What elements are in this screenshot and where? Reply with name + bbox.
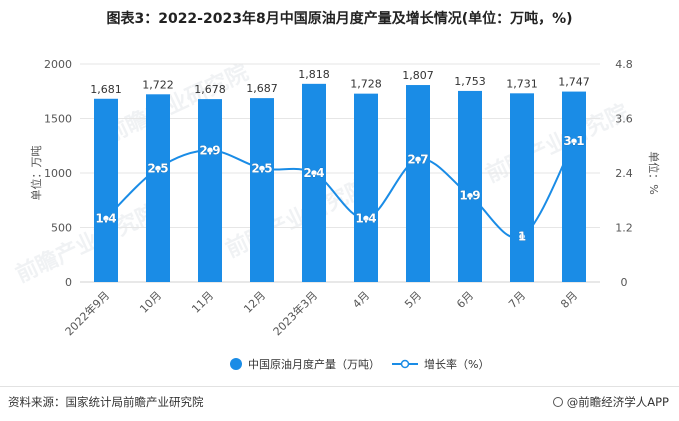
brand-icon (552, 397, 563, 407)
line-point (309, 168, 319, 178)
legend: 中国原油月度产量（万吨） 增长率（%） (230, 357, 489, 371)
line-value-label: 2.4 (303, 166, 324, 180)
bar (250, 98, 274, 282)
bar (406, 85, 430, 282)
brand-label: @前瞻经济学人APP (566, 395, 669, 409)
x-tick-label: 7月 (506, 289, 528, 311)
line-point (205, 146, 215, 155)
y-right-tick-label: 4.8 (615, 58, 633, 71)
y-right-tick-label: 1.2 (615, 222, 633, 235)
bar (146, 94, 170, 282)
watermark-text: 前瞻产业研究院 (12, 199, 163, 288)
bar-value-label: 1,687 (246, 82, 278, 95)
x-tick-label: 2023年3月 (270, 288, 320, 338)
watermark-text: 前瞻产业研究院 (482, 99, 633, 188)
watermark-text: 前瞻产业研究院 (222, 174, 373, 263)
y-left-tick-label: 1000 (44, 167, 72, 180)
growth-line (105, 140, 575, 239)
bar-value-label: 1,753 (454, 75, 486, 88)
line-point (569, 136, 579, 146)
y-left-tick-label: 0 (65, 276, 72, 289)
bar-value-label: 1,807 (402, 69, 434, 82)
line-point (465, 191, 475, 200)
bar (458, 90, 482, 282)
line-value-label: 1.4 (95, 211, 116, 225)
bar-value-label: 1,678 (194, 83, 226, 96)
line-value-label: 2.5 (147, 161, 168, 175)
line-point (413, 155, 423, 164)
bar (302, 83, 326, 282)
bar-value-label: 1,818 (298, 68, 330, 81)
bar-value-label: 1,728 (350, 78, 382, 91)
x-tick-label: 8月 (558, 289, 580, 311)
brand-credit: @前瞻经济学人APP (552, 394, 669, 410)
line-point (257, 164, 267, 173)
y-right-axis-title: 单位：% (647, 151, 661, 194)
bar-value-label: 1,731 (506, 77, 538, 90)
bar (94, 98, 118, 282)
x-tick-label: 10月 (137, 289, 164, 316)
y-right-tick-label: 3.6 (615, 113, 633, 126)
line-value-label: 3.1 (563, 134, 584, 148)
line-value-label: 1 (518, 230, 526, 244)
x-tick-label: 2022年9月 (62, 288, 112, 338)
y-left-tick-label: 1500 (44, 113, 72, 126)
line-value-label: 1.4 (355, 211, 376, 225)
line-point (517, 232, 527, 241)
y-left-axis-title: 单位：万吨 (29, 146, 43, 201)
bar (510, 93, 534, 282)
y-left-tick-label: 2000 (44, 58, 72, 71)
bar (354, 93, 378, 282)
legend-line-label: 增长率（%） (424, 357, 489, 371)
legend-bar-marker (230, 358, 242, 370)
footer-divider (0, 386, 679, 387)
bar-value-label: 1,681 (90, 83, 122, 96)
source-note: 资料来源：国家统计局前瞻产业研究院 (8, 395, 204, 409)
legend-line-dot (400, 359, 410, 369)
line-value-label: 2.7 (407, 152, 428, 166)
watermark-text: 前瞻产业研究院 (102, 59, 253, 148)
chart-title: 图表3：2022-2023年8月中国原油月度产量及增长情况(单位：万吨，%) (106, 11, 573, 27)
legend-bar-label: 中国原油月度产量（万吨） (248, 357, 380, 371)
bar (198, 99, 222, 283)
line-point (101, 214, 111, 223)
x-tick-label: 11月 (189, 289, 216, 316)
line-point (153, 164, 163, 173)
x-tick-label: 4月 (350, 289, 372, 311)
y-right-tick-label: 2.4 (615, 167, 633, 180)
line-value-label: 1.9 (459, 189, 480, 203)
bar-value-label: 1,722 (142, 78, 174, 91)
x-tick-label: 6月 (454, 289, 476, 311)
bar-value-label: 1,747 (558, 76, 590, 89)
x-tick-label: 12月 (241, 289, 268, 316)
bar (562, 91, 586, 283)
line-point (361, 214, 371, 223)
line-value-label: 2.5 (251, 161, 272, 175)
y-right-tick-label: 0 (621, 276, 628, 289)
y-left-tick-label: 500 (51, 222, 72, 235)
x-tick-label: 5月 (402, 289, 424, 311)
line-value-label: 2.9 (199, 143, 220, 157)
